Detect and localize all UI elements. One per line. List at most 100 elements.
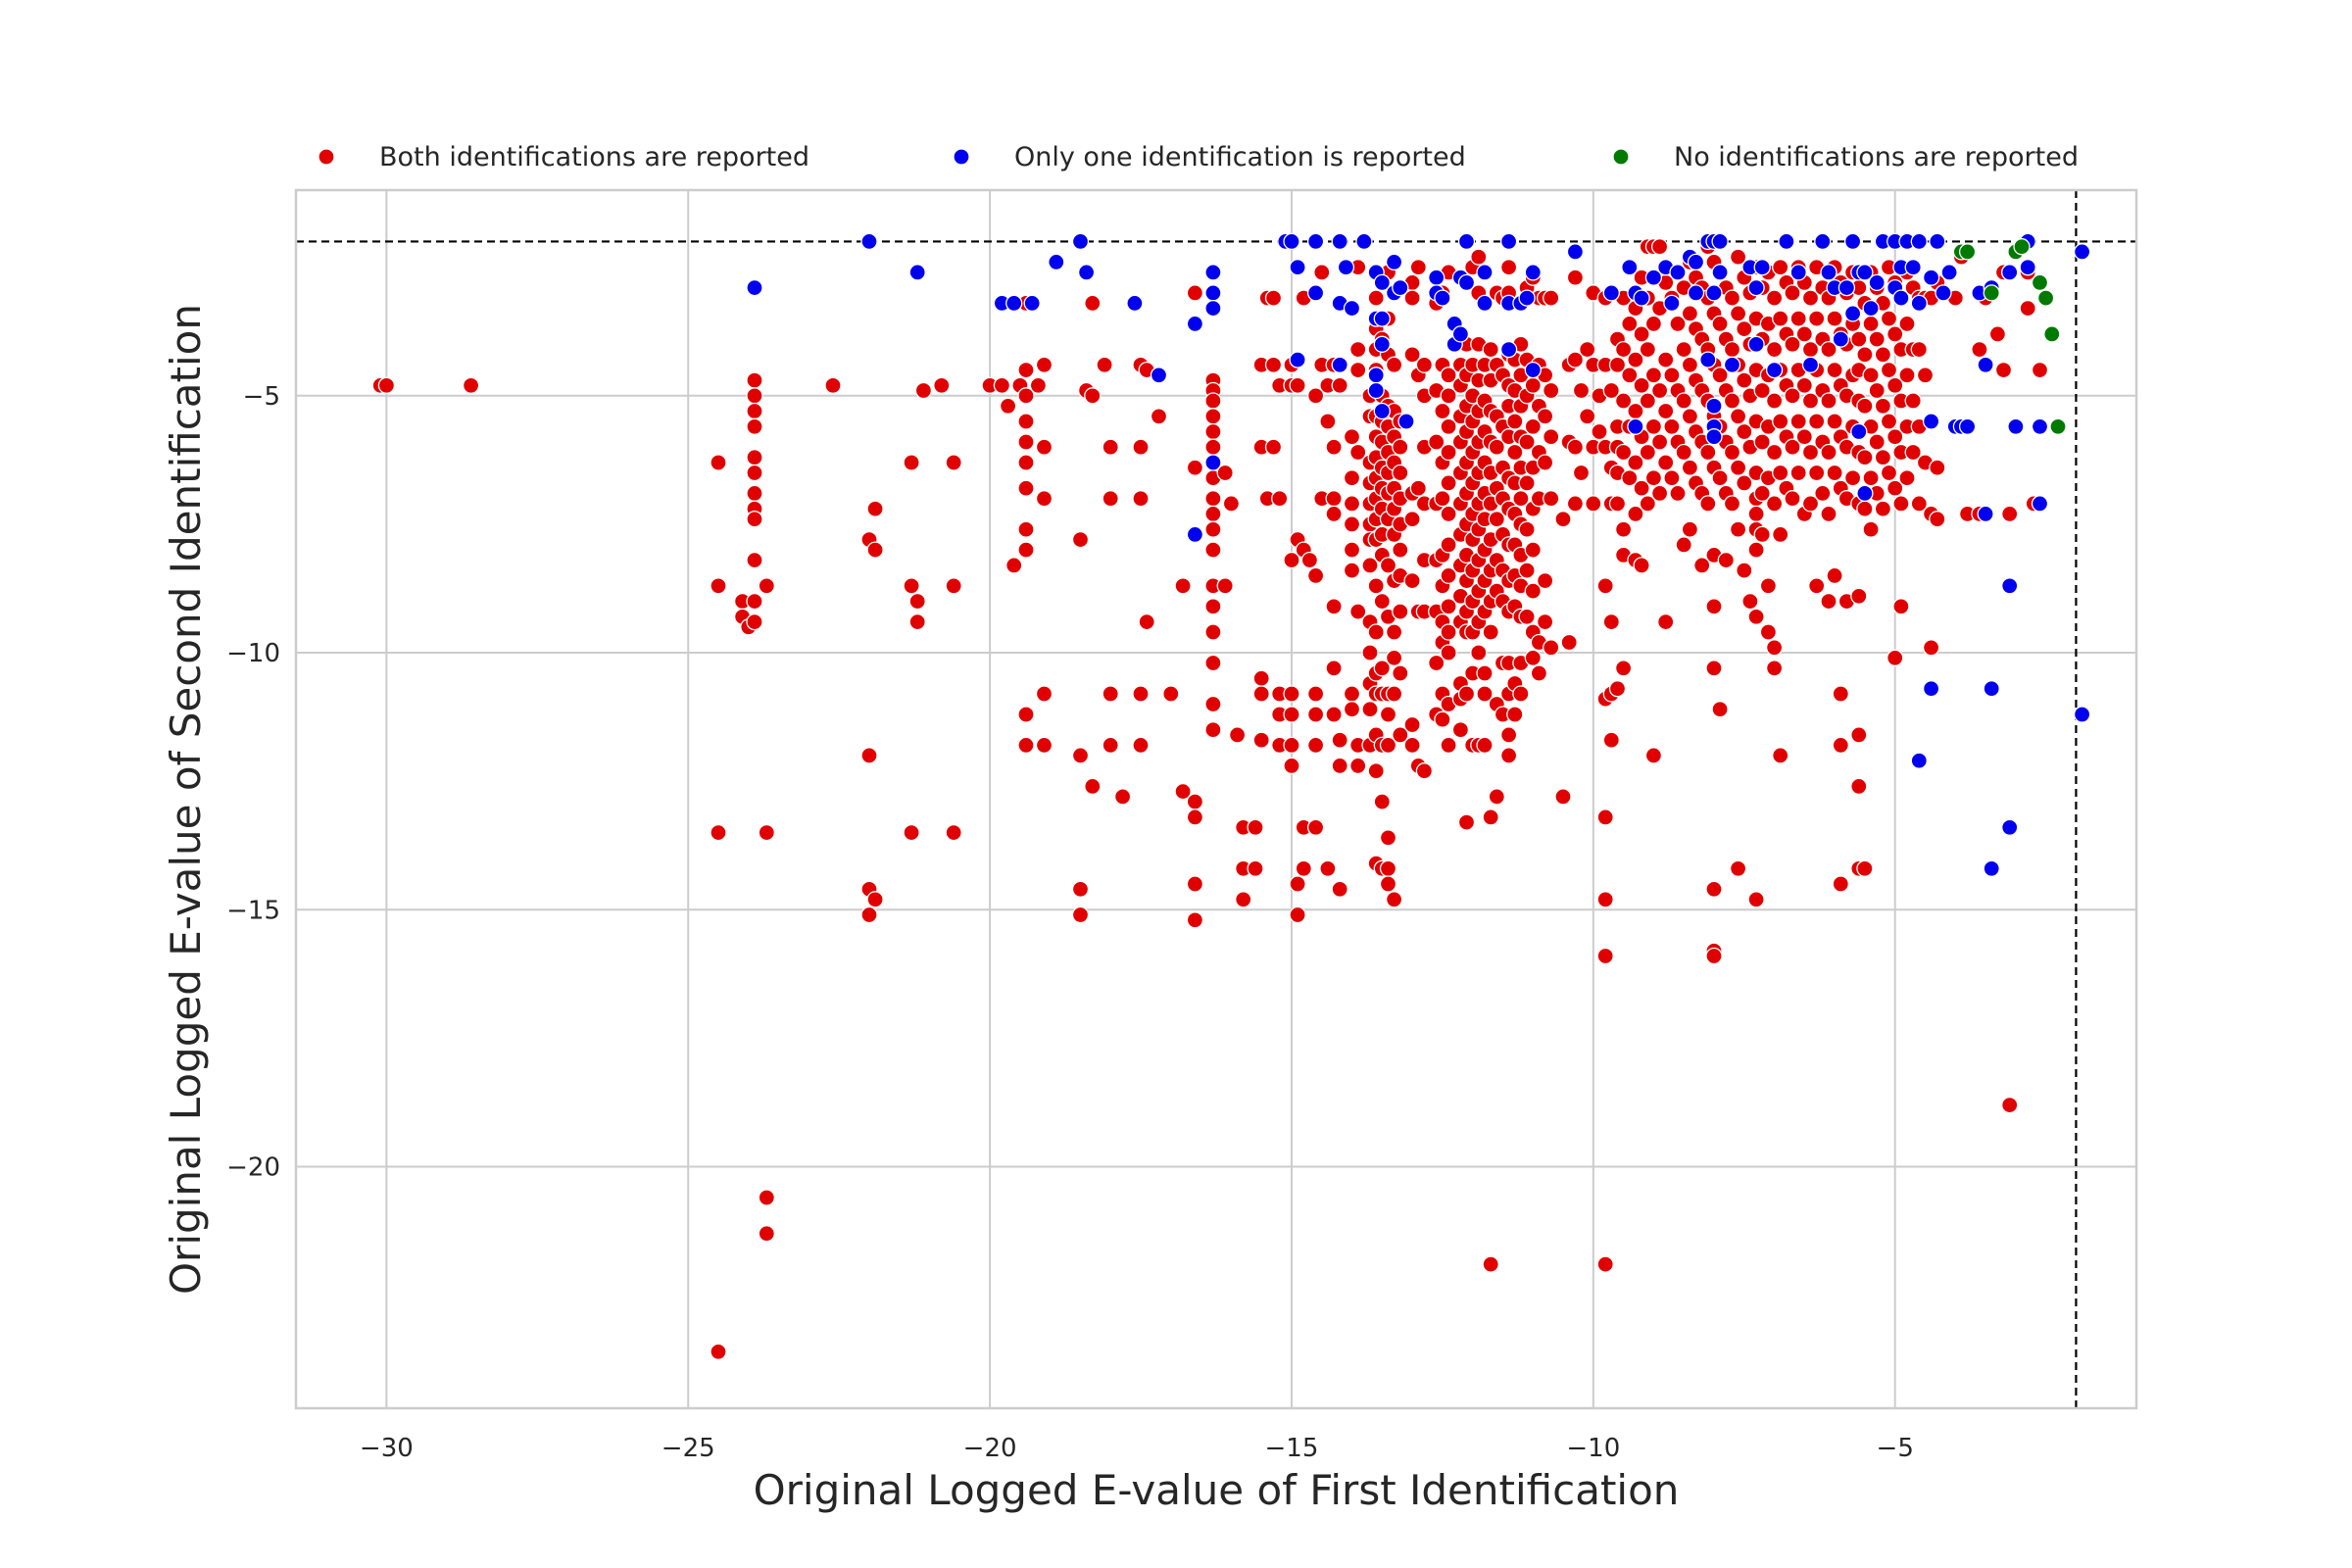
- data-point: [1204, 490, 1222, 508]
- data-point: [1644, 269, 1663, 286]
- data-point: [1392, 603, 1409, 620]
- legend-label: No identifications are reported: [1674, 142, 2079, 172]
- data-point: [1543, 289, 1560, 307]
- data-point: [1216, 577, 1234, 595]
- data-point: [1729, 459, 1747, 476]
- data-point: [1361, 557, 1379, 574]
- data-point: [1367, 289, 1385, 307]
- plot-frame: [294, 188, 2138, 1410]
- data-point: [1512, 685, 1530, 703]
- data-point: [1868, 330, 1886, 348]
- data-point: [1385, 623, 1403, 641]
- data-point: [1476, 664, 1494, 682]
- data-point: [1373, 793, 1391, 810]
- data-point: [1186, 315, 1204, 333]
- x-tick-labels: −30 −25 −20 −15 −10 −5: [360, 1434, 1914, 1463]
- data-point: [1699, 443, 1717, 462]
- data-point: [1958, 417, 1977, 435]
- data-point: [1434, 289, 1451, 307]
- data-point: [1349, 340, 1367, 359]
- data-point: [1023, 294, 1041, 313]
- data-point: [1035, 438, 1054, 456]
- data-point: [1627, 417, 1644, 435]
- data-point: [1572, 464, 1591, 482]
- data-point: [1071, 747, 1090, 764]
- data-point: [1614, 660, 1633, 677]
- data-point: [1596, 891, 1614, 908]
- data-point: [1832, 736, 1849, 755]
- data-point: [1717, 551, 1735, 569]
- data-point: [1096, 356, 1113, 373]
- data-point: [1850, 777, 1868, 796]
- data-point: [1614, 392, 1633, 410]
- data-point: [1639, 443, 1656, 462]
- data-point: [1283, 736, 1300, 755]
- data-point: [1856, 449, 1874, 466]
- data-point: [1765, 340, 1784, 359]
- data-point: [1910, 294, 1928, 313]
- data-point: [1868, 273, 1886, 292]
- data-point: [1392, 664, 1409, 682]
- data-point: [1579, 408, 1596, 425]
- data-point: [1814, 232, 1832, 251]
- data-point: [824, 376, 842, 394]
- data-point: [1283, 706, 1300, 723]
- data-point: [1705, 660, 1723, 677]
- data-point: [1379, 557, 1397, 574]
- data-point: [1862, 299, 1880, 318]
- data-point: [1102, 736, 1119, 755]
- legend-label: Only one identification is reported: [1014, 142, 1466, 172]
- data-point: [1843, 232, 1862, 251]
- data-point: [1657, 351, 1675, 368]
- data-point: [1566, 438, 1585, 456]
- data-point: [1325, 490, 1343, 508]
- data-point: [1186, 284, 1204, 302]
- data-point: [1084, 387, 1102, 405]
- data-point: [1639, 392, 1656, 410]
- data-point: [1832, 875, 1849, 893]
- data-point: [1880, 310, 1898, 327]
- data-point: [1343, 515, 1361, 533]
- data-point: [1784, 284, 1801, 302]
- data-point: [1518, 289, 1536, 307]
- data-point: [1729, 859, 1747, 877]
- data-point: [1621, 315, 1639, 333]
- data-point: [1077, 264, 1096, 281]
- data-point: [1499, 232, 1518, 251]
- data-point: [1904, 392, 1922, 410]
- data-point: [1337, 259, 1355, 276]
- data-point: [2007, 417, 2025, 435]
- y-tick-labels: −5 −10 −15 −20: [226, 382, 280, 1183]
- data-point: [1543, 428, 1560, 446]
- data-point: [1379, 875, 1397, 893]
- data-point: [1929, 511, 1946, 528]
- data-point: [1554, 788, 1572, 806]
- data-point: [1300, 551, 1319, 569]
- x-tick-label: −25: [662, 1434, 715, 1463]
- data-point: [1331, 356, 1348, 373]
- data-point: [1736, 371, 1753, 389]
- data-point: [1204, 695, 1222, 713]
- data-point: [1705, 428, 1723, 446]
- data-point: [1283, 551, 1300, 569]
- data-point: [1886, 479, 1904, 497]
- data-point: [1705, 397, 1723, 415]
- data-point: [1071, 906, 1090, 924]
- data-point: [1772, 259, 1789, 276]
- data-point: [1440, 367, 1457, 384]
- data-point: [1711, 232, 1729, 251]
- data-point: [2001, 818, 2019, 836]
- data-point: [1325, 598, 1343, 615]
- data-point: [1988, 325, 2007, 343]
- data-point: [1808, 577, 1826, 595]
- data-point: [1977, 356, 1994, 373]
- data-point: [746, 612, 763, 631]
- data-point: [1675, 536, 1692, 554]
- data-point: [746, 484, 763, 503]
- data-point: [1403, 346, 1421, 364]
- data-point: [1602, 731, 1620, 749]
- data-point: [1204, 541, 1222, 559]
- data-point: [1753, 381, 1771, 400]
- data-point: [1639, 495, 1656, 513]
- data-point: [746, 551, 763, 569]
